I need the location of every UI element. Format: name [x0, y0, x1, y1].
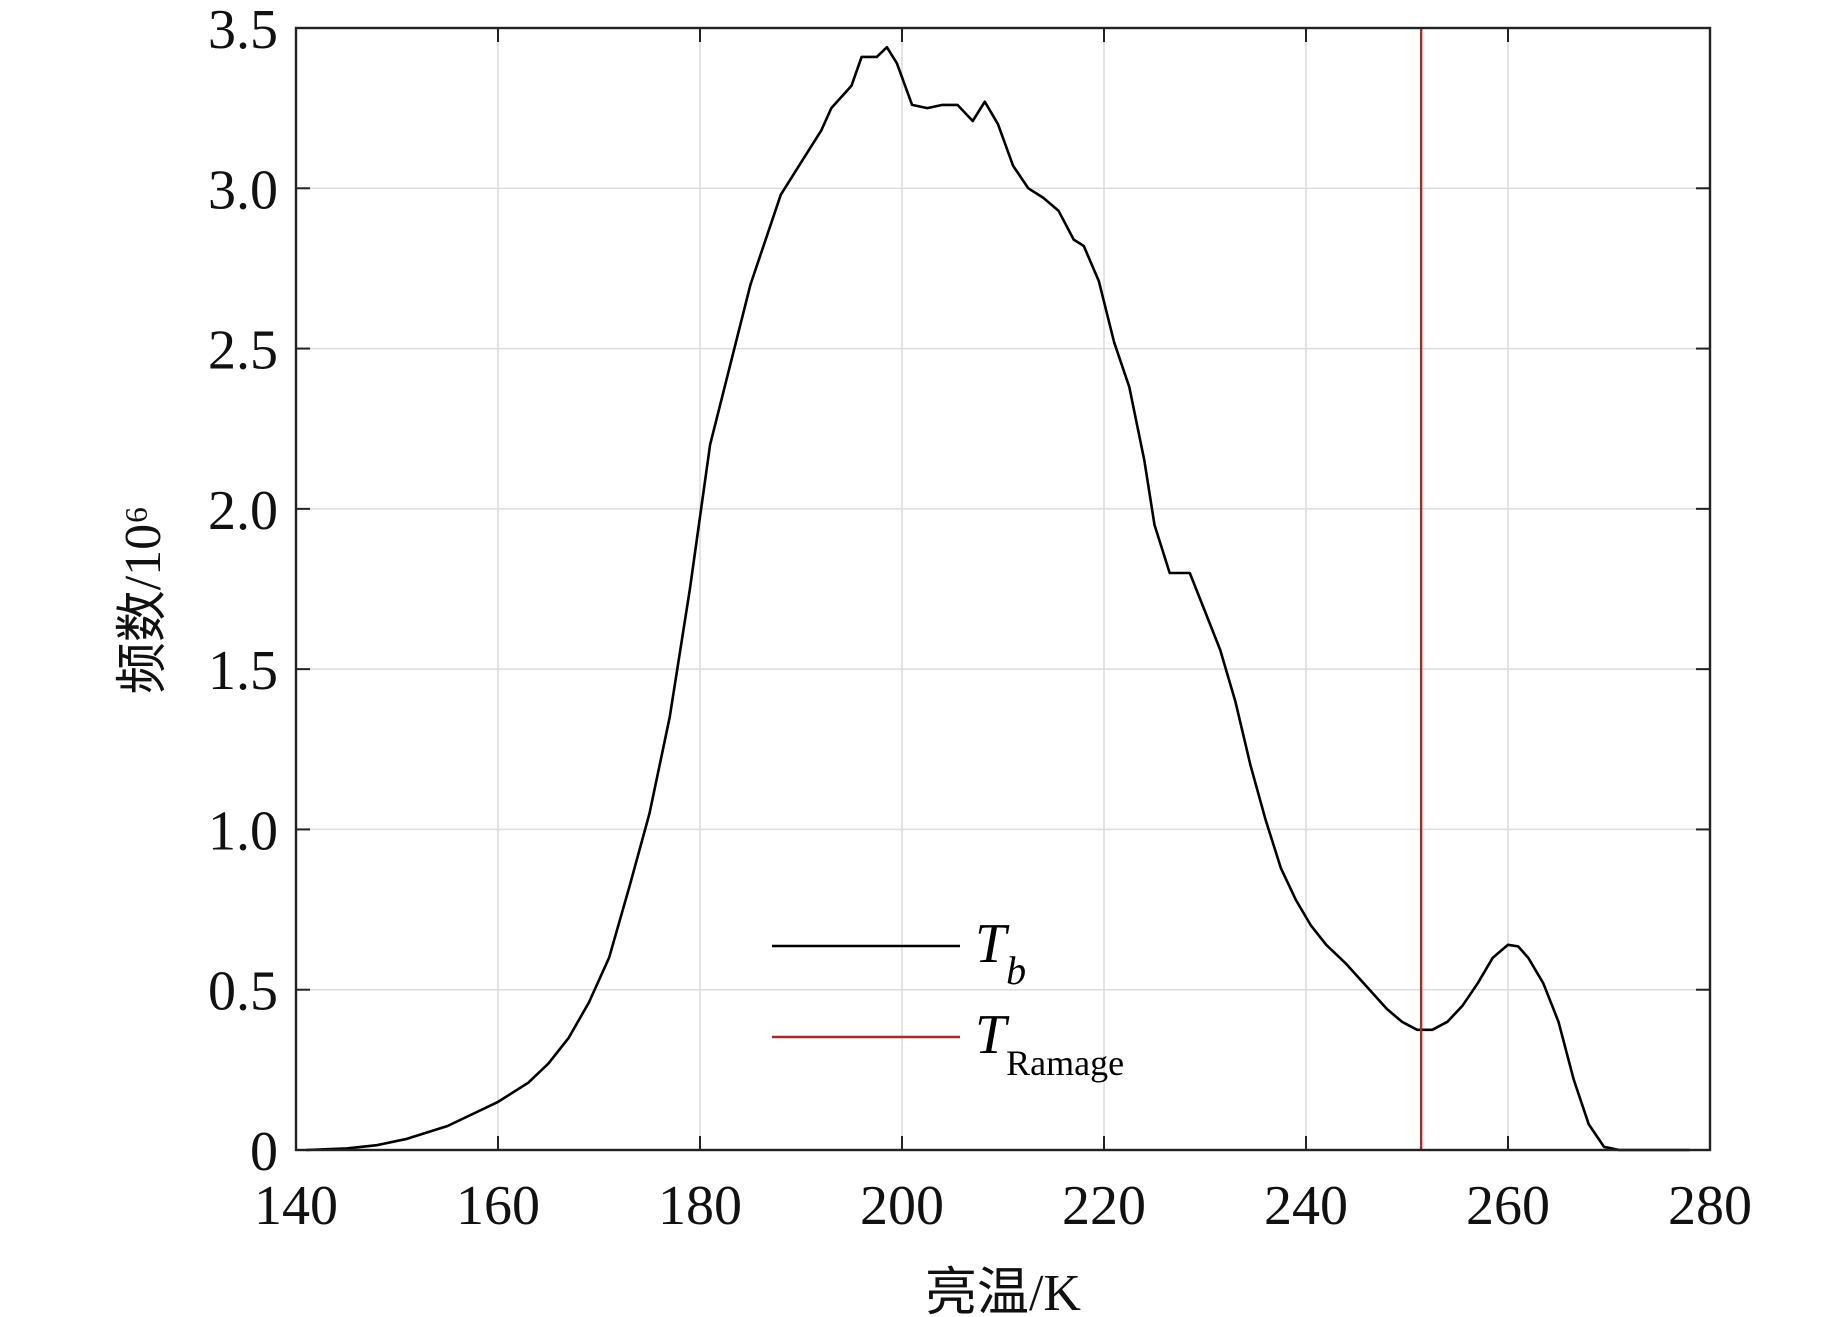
x-tick-label: 200 — [860, 1175, 944, 1237]
x-tick-label: 280 — [1668, 1175, 1752, 1237]
legend-label-tb: Tb — [975, 913, 1026, 993]
x-tick-label: 260 — [1466, 1175, 1550, 1237]
x-axis-label: 亮温/K — [925, 1265, 1081, 1317]
y-tick-label: 3.5 — [208, 0, 278, 61]
y-tick-label: 2.0 — [208, 480, 278, 542]
y-tick-label: 3.0 — [208, 159, 278, 221]
legend: Tb TRamage — [772, 913, 1124, 1083]
x-tick-labels: 140 160 180 200 220 240 260 280 — [254, 1175, 1752, 1237]
x-tick-label: 220 — [1062, 1175, 1146, 1237]
y-tick-label: 1.5 — [208, 640, 278, 702]
ticks — [295, 27, 1711, 1151]
series-tb-line — [306, 45, 1690, 1152]
legend-label-tramage: TRamage — [975, 1004, 1124, 1083]
y-tick-label: 0 — [250, 1121, 278, 1183]
x-tick-label: 180 — [658, 1175, 742, 1237]
y-axis-label: 频数/10⁶ — [115, 506, 172, 695]
plot-frame — [294, 26, 1712, 1152]
x-tick-label: 240 — [1264, 1175, 1348, 1237]
x-tick-label: 160 — [456, 1175, 540, 1237]
x-tick-label: 140 — [254, 1175, 338, 1237]
y-tick-labels: 0 0.5 1.0 1.5 2.0 2.5 3.0 3.5 — [208, 0, 278, 1183]
y-tick-label: 1.0 — [208, 800, 278, 862]
y-tick-label: 2.5 — [208, 320, 278, 382]
grid — [295, 27, 1711, 1151]
y-tick-label: 0.5 — [208, 961, 278, 1023]
